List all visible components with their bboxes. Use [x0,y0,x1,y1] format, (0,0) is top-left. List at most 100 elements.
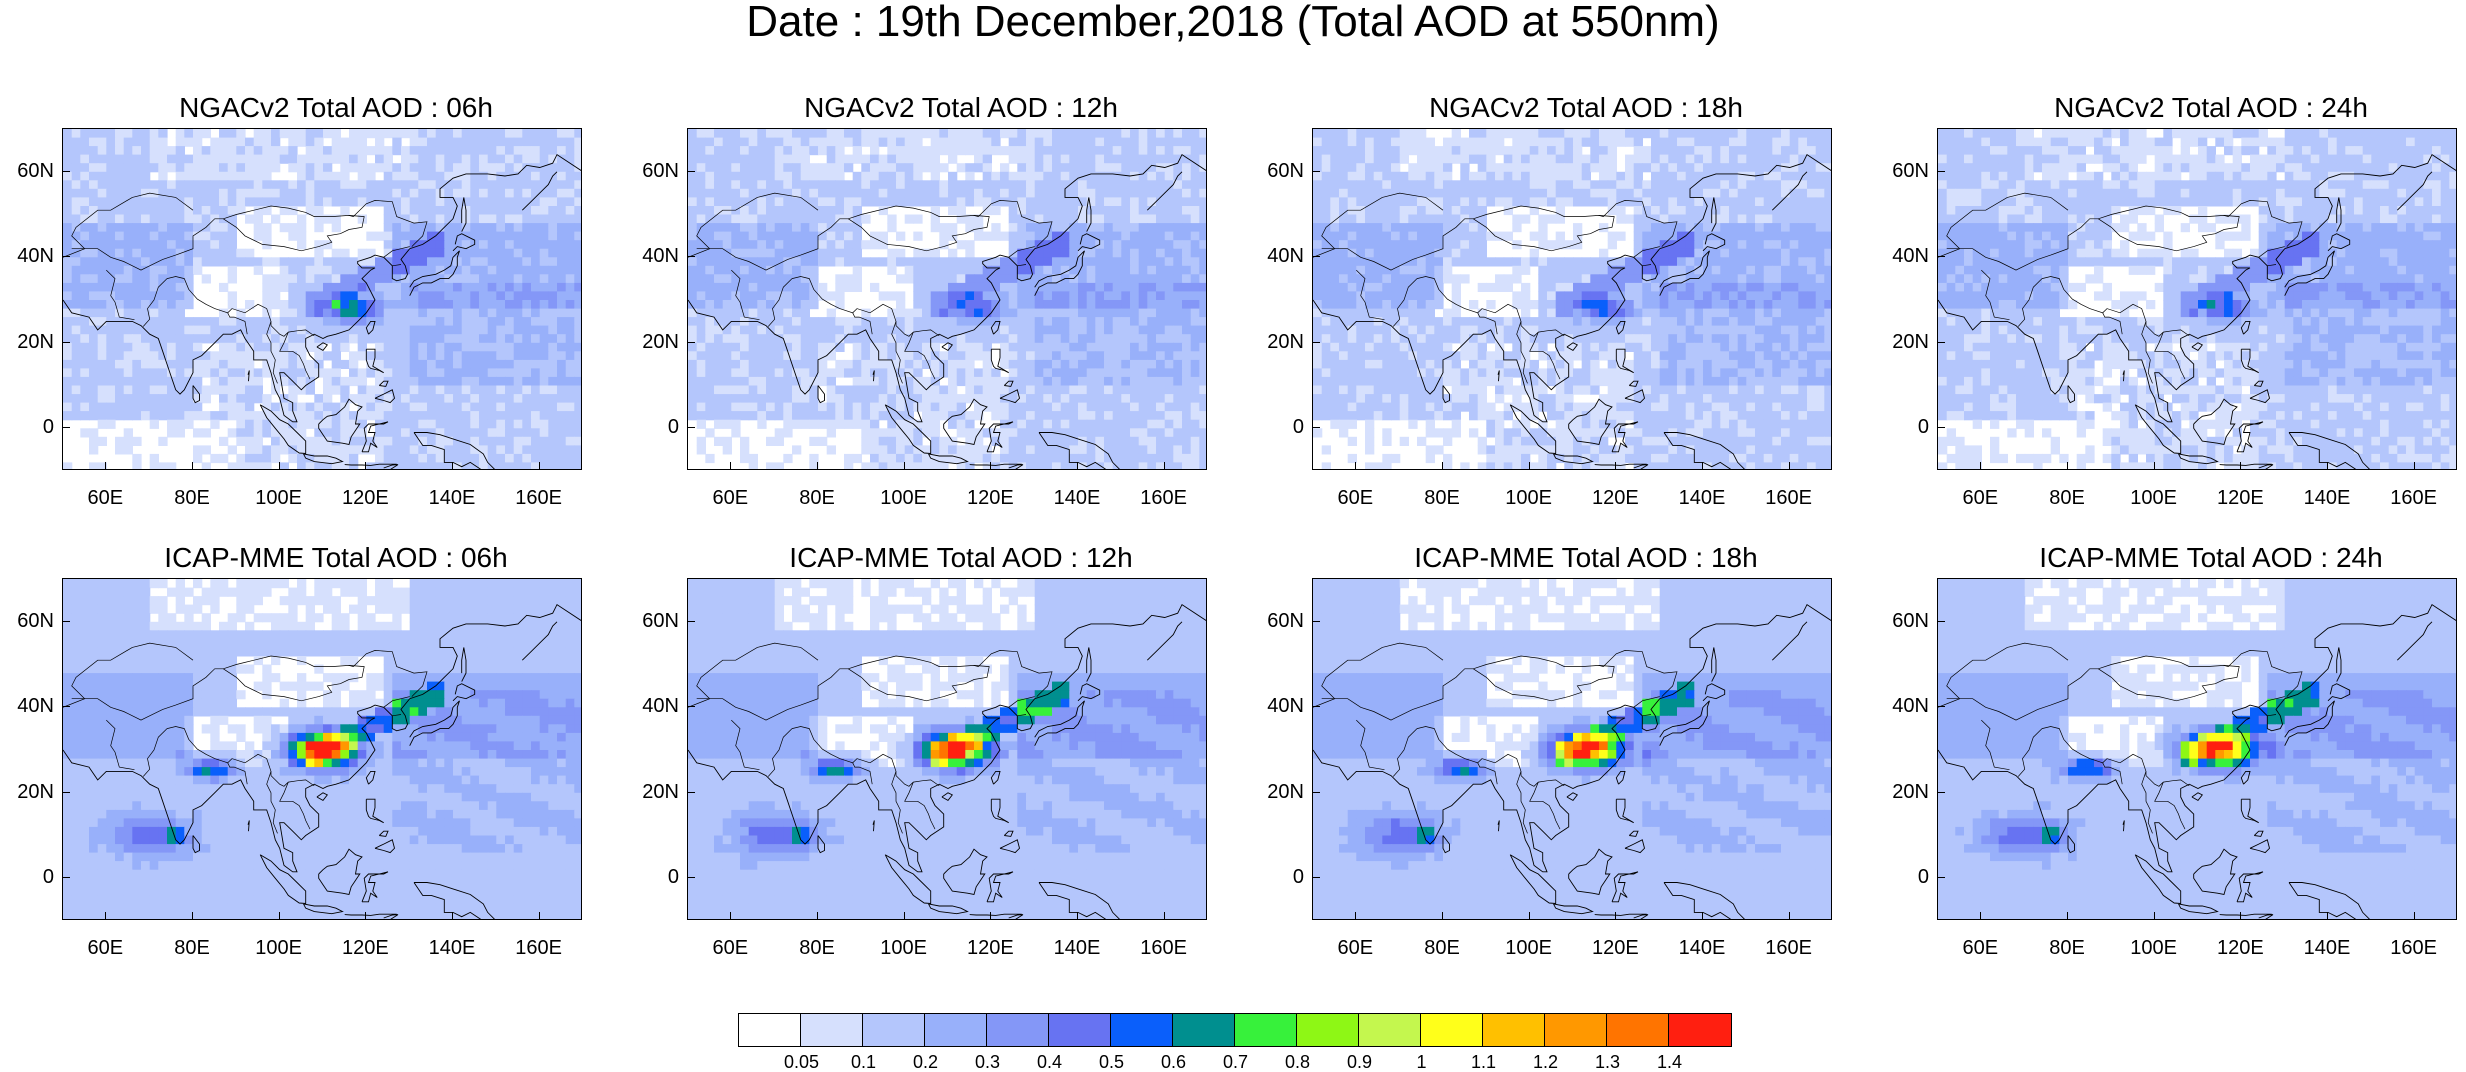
lon-tick-label: 60E [88,488,124,508]
lon-tick-label: 60E [1963,488,1999,508]
lat-tick-mark [1937,706,1945,707]
aod-map [62,578,582,920]
aod-map [62,128,582,470]
lat-tick-label: 60N [1267,611,1304,631]
lon-tick-mark [452,462,453,470]
lon-tick-label: 80E [174,488,210,508]
lat-tick-mark [62,706,70,707]
colorbar-label: 0.3 [975,1053,1000,1071]
lon-tick-label: 160E [2390,938,2437,958]
lon-tick-label: 60E [1338,488,1374,508]
aod-field [1938,129,2457,470]
lon-tick-mark [1355,912,1356,920]
lat-tick-label: 0 [1293,417,1304,437]
lon-tick-label: 120E [342,488,389,508]
lat-tick-mark [62,171,70,172]
lon-tick-label: 160E [1765,938,1812,958]
panel-title: NGACv2 Total AOD : 06h [16,92,656,124]
lon-tick-mark [105,912,106,920]
lon-tick-mark [1529,912,1530,920]
aod-map [1312,128,1832,470]
lon-tick-label: 140E [429,488,476,508]
lon-tick-label: 100E [2130,488,2177,508]
lon-tick-mark [2154,462,2155,470]
lat-tick-mark [687,706,695,707]
colorbar-swatch [1545,1014,1607,1046]
lat-tick-mark [1937,171,1945,172]
lon-tick-mark [539,912,540,920]
aod-field [688,129,1207,470]
lat-tick-label: 20N [17,332,54,352]
colorbar-label: 0.6 [1161,1053,1186,1071]
aod-map [1937,578,2457,920]
colorbar-swatch [1483,1014,1545,1046]
lon-tick-label: 160E [2390,488,2437,508]
lon-tick-mark [730,912,731,920]
lon-tick-label: 160E [515,488,562,508]
colorbar-swatch [1359,1014,1421,1046]
lat-tick-label: 60N [642,161,679,181]
colorbar-swatch [1421,1014,1483,1046]
lon-tick-mark [365,912,366,920]
colorbar-swatch [925,1014,987,1046]
lon-tick-mark [1980,462,1981,470]
lat-tick-mark [62,342,70,343]
lon-tick-label: 160E [1765,488,1812,508]
lat-tick-mark [1312,342,1320,343]
lon-tick-label: 100E [255,488,302,508]
lon-tick-mark [1980,912,1981,920]
lat-tick-label: 60N [1267,161,1304,181]
lon-tick-mark [904,912,905,920]
lon-tick-label: 100E [880,938,927,958]
lat-tick-mark [1937,877,1945,878]
colorbar-swatch [1669,1014,1731,1046]
lon-tick-mark [2154,912,2155,920]
colorbar-label: 0.8 [1285,1053,1310,1071]
lon-tick-mark [2414,462,2415,470]
lon-tick-mark [1355,462,1356,470]
lon-tick-mark [1789,462,1790,470]
lat-tick-mark [1312,171,1320,172]
lon-tick-label: 120E [1592,488,1639,508]
lat-tick-label: 0 [43,417,54,437]
lon-tick-mark [1529,462,1530,470]
lat-tick-label: 60N [17,611,54,631]
lat-tick-mark [687,877,695,878]
lon-tick-mark [2067,462,2068,470]
lon-tick-label: 60E [713,488,749,508]
colorbar-swatch [987,1014,1049,1046]
colorbar-swatch [1607,1014,1669,1046]
lon-tick-label: 160E [1140,938,1187,958]
aod-field [1938,579,2457,920]
lon-tick-mark [730,462,731,470]
colorbar-swatch [1297,1014,1359,1046]
colorbar-swatch [863,1014,925,1046]
colorbar-swatch [1049,1014,1111,1046]
lon-tick-mark [2240,912,2241,920]
aod-map [687,578,1207,920]
lat-tick-mark [687,256,695,257]
lon-tick-label: 140E [1679,488,1726,508]
lon-tick-mark [279,462,280,470]
colorbar-label: 1.2 [1533,1053,1558,1071]
lat-tick-label: 0 [1293,867,1304,887]
lon-tick-mark [1164,462,1165,470]
lon-tick-mark [539,462,540,470]
lat-tick-label: 20N [642,782,679,802]
lat-tick-mark [1312,706,1320,707]
lon-tick-mark [2067,912,2068,920]
lat-tick-label: 20N [1267,332,1304,352]
lat-tick-mark [1312,877,1320,878]
lat-tick-mark [1312,621,1320,622]
lat-tick-label: 0 [668,417,679,437]
lat-tick-mark [1937,792,1945,793]
colorbar-swatch [739,1014,801,1046]
lat-tick-mark [1937,342,1945,343]
lat-tick-label: 20N [1892,782,1929,802]
